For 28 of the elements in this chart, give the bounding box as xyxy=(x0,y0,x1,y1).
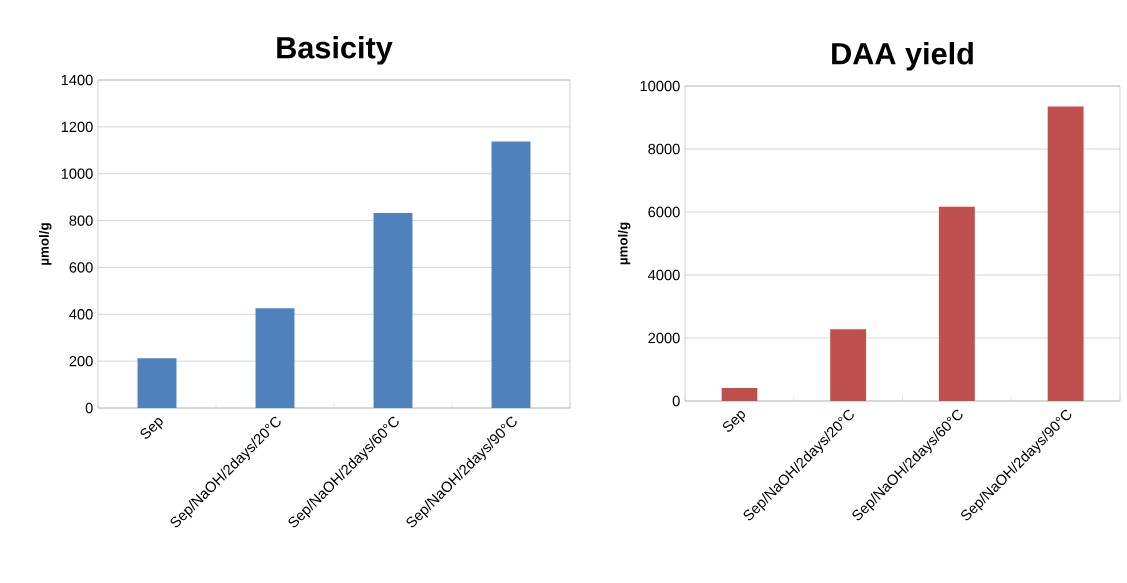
y-tick-label: 400 xyxy=(69,309,93,320)
y-tick-label: 6000 xyxy=(648,206,680,218)
x-tick-label: Sep xyxy=(140,417,163,439)
y-tick-label: 2000 xyxy=(648,332,680,344)
bar xyxy=(373,213,413,408)
bar xyxy=(137,358,177,408)
y-tick-label: 1400 xyxy=(61,74,93,86)
chart-title: Basicity xyxy=(277,36,393,65)
bar xyxy=(491,141,531,408)
y-tick-label: 0 xyxy=(672,395,680,407)
bar xyxy=(830,329,867,401)
y-tick-label: 800 xyxy=(69,215,93,226)
y-tick-label: 200 xyxy=(69,355,93,367)
y-axis-title: µmol/g xyxy=(617,222,631,265)
bar xyxy=(938,206,975,401)
y-axis-title: µmol/g xyxy=(39,223,52,265)
y-tick-label: 600 xyxy=(69,262,93,273)
y-tick-label: 0 xyxy=(85,402,93,414)
bar xyxy=(255,308,295,408)
bar xyxy=(1047,106,1084,401)
x-tick-label: Sep xyxy=(722,410,746,432)
chart-title: DAA yield xyxy=(832,42,973,71)
bar xyxy=(721,388,758,401)
y-tick-label: 1000 xyxy=(61,168,93,179)
y-tick-label: 10000 xyxy=(640,80,680,92)
y-tick-label: 1200 xyxy=(61,121,93,133)
y-tick-label: 8000 xyxy=(648,143,680,155)
y-tick-label: 4000 xyxy=(648,269,680,281)
